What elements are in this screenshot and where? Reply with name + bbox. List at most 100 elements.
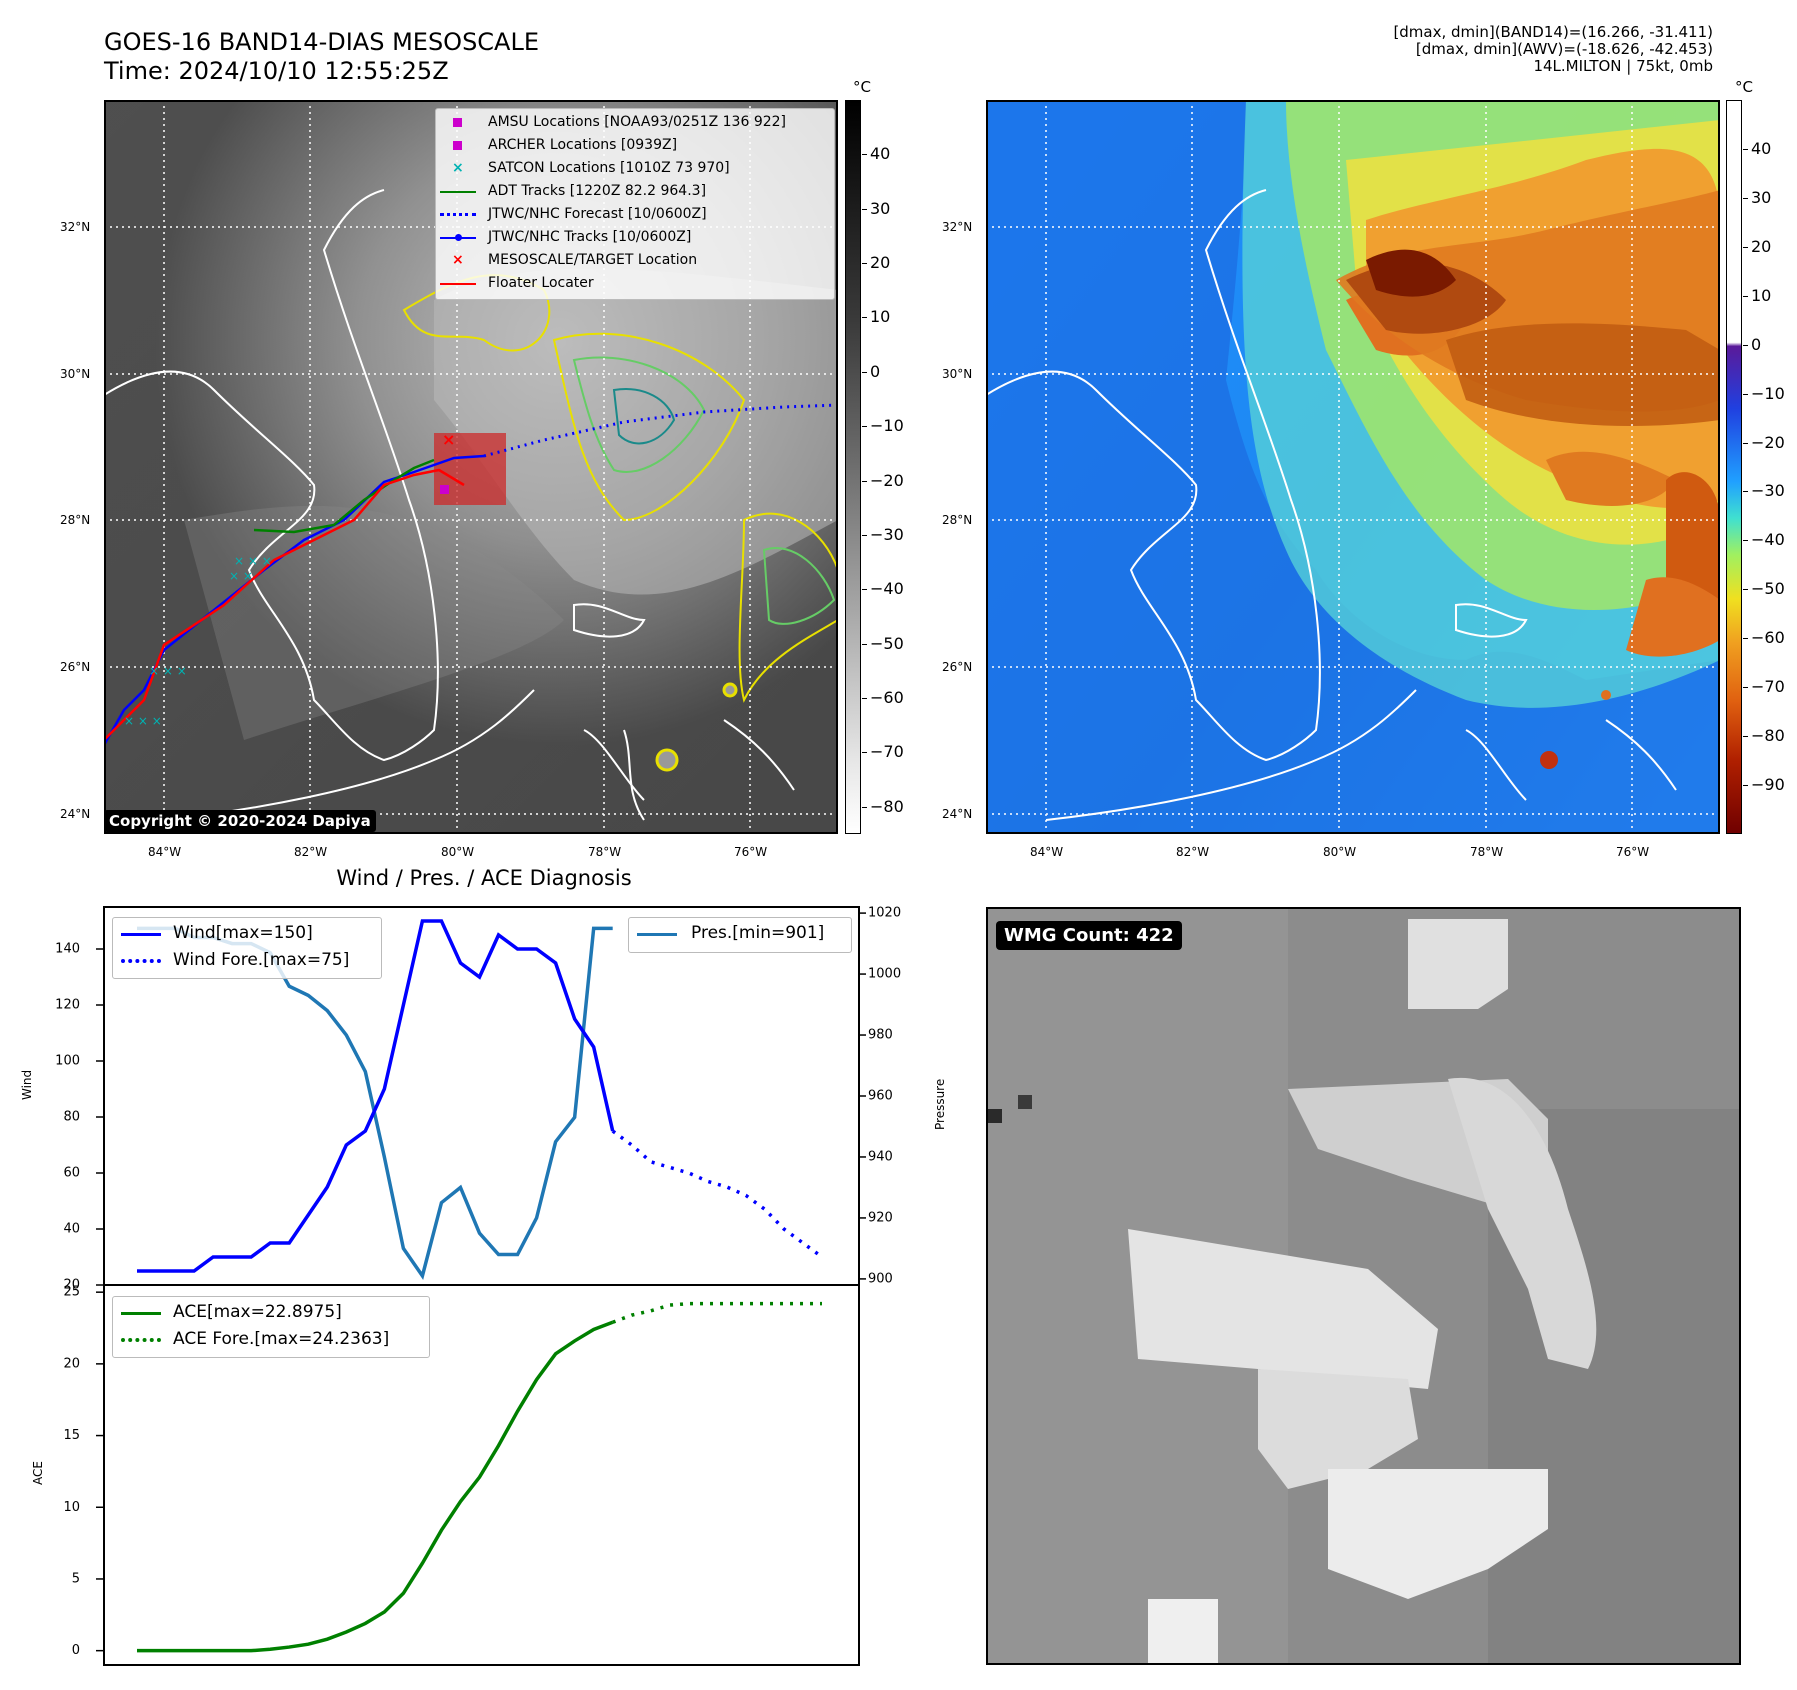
wind-ytick-label: 40 <box>63 1222 80 1237</box>
ir-lat-label: 26°N <box>60 660 91 674</box>
ace-ytick-label: 25 <box>63 1285 80 1300</box>
legend-floater-label: Floater Locater <box>488 275 594 291</box>
wv-colorbar-tick-mark <box>1743 344 1748 346</box>
wv-map <box>985 100 1720 834</box>
ir-colorbar-tick-mark <box>862 426 867 428</box>
ir-lon-label: 78°W <box>588 845 622 859</box>
wind-ytick-label: 20 <box>63 1278 80 1293</box>
ir-coastline <box>103 189 439 762</box>
pres-ytick-label: 960 <box>868 1089 893 1104</box>
pres-legend: Pres.[min=901] <box>628 917 852 953</box>
diag-title: Wind / Pres. / ACE Diagnosis <box>336 866 632 890</box>
ir-colorbar-unit: °C <box>853 78 871 96</box>
ace-ytick-label: 20 <box>63 1356 80 1371</box>
ace-forecast-line <box>612 1301 822 1324</box>
ir-colorbar-tick: −40 <box>870 579 904 599</box>
ir-colorbar-tick-mark <box>862 317 867 319</box>
wv-colorbar-tick: −70 <box>1751 677 1785 697</box>
legend-amsu-label: AMSU Locations [NOAA93/0251Z 136 922] <box>488 114 787 130</box>
legend-ace-fore-label: ACE Fore.[max=24.2363] <box>173 1329 390 1349</box>
svg-text:× × ×: × × × <box>234 554 272 568</box>
wv-colorbar-tick: 0 <box>1751 334 1762 354</box>
header-info: [dmax, dmin](BAND14)=(16.266, -31.411) [… <box>1113 24 1713 75</box>
wv-colorbar-tick: 10 <box>1751 285 1772 305</box>
pres-ytick-label: 900 <box>868 1271 893 1286</box>
wv-lon-label: 76°W <box>1616 845 1650 859</box>
wv-gridlines <box>986 100 1720 834</box>
ir-colorbar-tick-mark <box>862 480 867 482</box>
pres-ytick-label: 940 <box>868 1149 893 1164</box>
wv-colorbar-tick: −40 <box>1751 530 1785 550</box>
satcon-points: × × × × × × × × × × × <box>124 554 272 728</box>
legend-jtwc-forecast-label: JTWC/NHC Forecast [10/0600Z] <box>488 206 707 222</box>
legend-archer-marker <box>453 141 462 150</box>
ir-colorbar-tick: 20 <box>870 253 891 273</box>
ir-colorbar-tick-mark <box>862 752 867 754</box>
ir-lon-label: 80°W <box>441 845 475 859</box>
wv-colorbar-tick-mark <box>1743 295 1748 297</box>
ir-lon-label: 76°W <box>734 845 768 859</box>
ir-lat-label: 32°N <box>60 220 91 234</box>
ir-colorbar-tick: 0 <box>870 361 881 381</box>
ir-colorbar-tick-mark <box>862 263 867 265</box>
wind-forecast-line <box>611 1129 824 1259</box>
wind-legend: Wind[max=150] Wind Fore.[max=75] <box>112 917 382 979</box>
wv-colorbar-tick: 30 <box>1751 187 1772 207</box>
ir-colorbar-tick-mark <box>862 806 867 808</box>
wv-colorbar-tick-mark <box>1743 246 1748 248</box>
wv-colorbar-tick-mark <box>1743 491 1748 493</box>
ir-colorbar-tick-mark <box>862 154 867 156</box>
wind-ytick-label: 120 <box>55 998 80 1013</box>
pres-ytick-label: 1000 <box>868 967 901 982</box>
legend-floater-marker <box>440 283 476 285</box>
wv-colorbar-tick-mark <box>1743 442 1748 444</box>
legend-wind-fore-label: Wind Fore.[max=75] <box>173 950 350 970</box>
legend-amsu-marker <box>453 118 462 127</box>
wv-lat-label: 28°N <box>942 513 973 527</box>
ir-colorbar-tick-mark <box>862 208 867 210</box>
ir-colorbar-tick: 40 <box>870 144 891 164</box>
ir-colorbar-tick: −10 <box>870 416 904 436</box>
ace-ytick-label: 5 <box>72 1571 80 1586</box>
legend-jtwc-tracks-label: JTWC/NHC Tracks [10/0600Z] <box>488 229 692 245</box>
wv-colorbar-tick: −80 <box>1751 726 1785 746</box>
ir-lat-label: 28°N <box>60 513 91 527</box>
wv-colorbar-tick-mark <box>1743 589 1748 591</box>
wv-colorbar-tick: 20 <box>1751 236 1772 256</box>
legend-wind-label: Wind[max=150] <box>173 923 313 943</box>
ir-colorbar-tick: 10 <box>870 307 891 327</box>
svg-text:×: × <box>442 430 455 449</box>
legend-pres-label: Pres.[min=901] <box>691 923 825 943</box>
ir-lon-label: 84°W <box>148 845 182 859</box>
wv-lat-label: 32°N <box>942 220 973 234</box>
legend-satcon-label: SATCON Locations [1010Z 73 970] <box>488 160 730 176</box>
wv-colorbar-tick: −90 <box>1751 775 1785 795</box>
ir-colorbar-tick-mark <box>862 371 867 373</box>
legend-satcon-marker: × <box>452 160 464 176</box>
info-storm: 14L.MILTON | 75kt, 0mb <box>1533 57 1713 75</box>
floater-track <box>103 468 465 741</box>
ir-legend: AMSU Locations [NOAA93/0251Z 136 922] AR… <box>435 108 835 300</box>
ir-colorbar-tick: −70 <box>870 742 904 762</box>
legend-adt-marker <box>440 191 476 193</box>
ace-ytick-label: 15 <box>63 1428 80 1443</box>
svg-text:× × ×: × × × <box>149 664 187 678</box>
wv-coastline <box>985 189 1321 762</box>
wv-colorbar <box>1726 100 1742 834</box>
info-awv: [dmax, dmin](AWV)=(-18.626, -42.453) <box>1415 40 1713 58</box>
ir-colorbar-tick: −80 <box>870 796 904 816</box>
wv-colorbar-tick-mark <box>1743 148 1748 150</box>
wv-lon-label: 78°W <box>1470 845 1504 859</box>
ir-colorbar-tick: −20 <box>870 470 904 490</box>
ir-colorbar-tick: −60 <box>870 688 904 708</box>
info-band14: [dmax, dmin](BAND14)=(16.266, -31.411) <box>1393 23 1713 41</box>
wv-colorbar-tick: −10 <box>1751 383 1785 403</box>
ace-line <box>137 1320 614 1653</box>
wv-map-panel <box>985 100 1720 834</box>
wmg-count-badge: WMG Count: 422 <box>996 921 1182 950</box>
svg-text:× ×: × × <box>229 569 253 583</box>
wv-lon-label: 84°W <box>1030 845 1064 859</box>
wv-lon-label: 82°W <box>1176 845 1210 859</box>
ir-colorbar-tick-mark <box>862 534 867 536</box>
svg-text:× × ×: × × × <box>124 714 162 728</box>
